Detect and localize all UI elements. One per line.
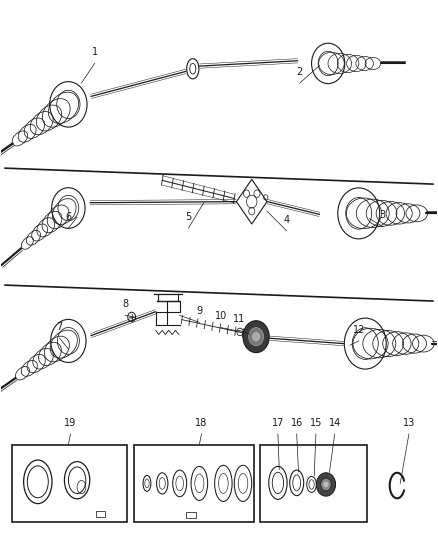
Text: 12: 12	[353, 325, 365, 335]
Circle shape	[243, 321, 269, 353]
Text: 15: 15	[310, 417, 322, 427]
Circle shape	[249, 328, 264, 346]
Text: 11: 11	[233, 314, 245, 324]
Text: 2: 2	[297, 67, 303, 77]
Bar	[96, 511, 106, 518]
Text: 18: 18	[195, 417, 208, 427]
Text: 10: 10	[215, 311, 227, 321]
Text: 16: 16	[290, 417, 303, 427]
Circle shape	[321, 478, 331, 491]
Text: 1: 1	[92, 47, 98, 57]
Circle shape	[316, 473, 336, 496]
Circle shape	[253, 333, 260, 341]
Text: 19: 19	[64, 417, 77, 427]
Text: 13: 13	[403, 417, 415, 427]
Text: 3: 3	[380, 210, 386, 220]
Text: 4: 4	[284, 214, 290, 224]
Text: 8: 8	[122, 299, 128, 309]
Text: 6: 6	[65, 212, 71, 222]
Text: 14: 14	[328, 417, 341, 427]
Bar	[261, 445, 367, 522]
Text: 5: 5	[185, 212, 191, 222]
Bar	[12, 445, 127, 522]
Text: 17: 17	[272, 417, 284, 427]
Circle shape	[324, 482, 328, 487]
Text: 7: 7	[57, 322, 63, 332]
Text: 9: 9	[196, 306, 202, 316]
Bar	[134, 445, 254, 522]
Bar	[186, 512, 196, 518]
